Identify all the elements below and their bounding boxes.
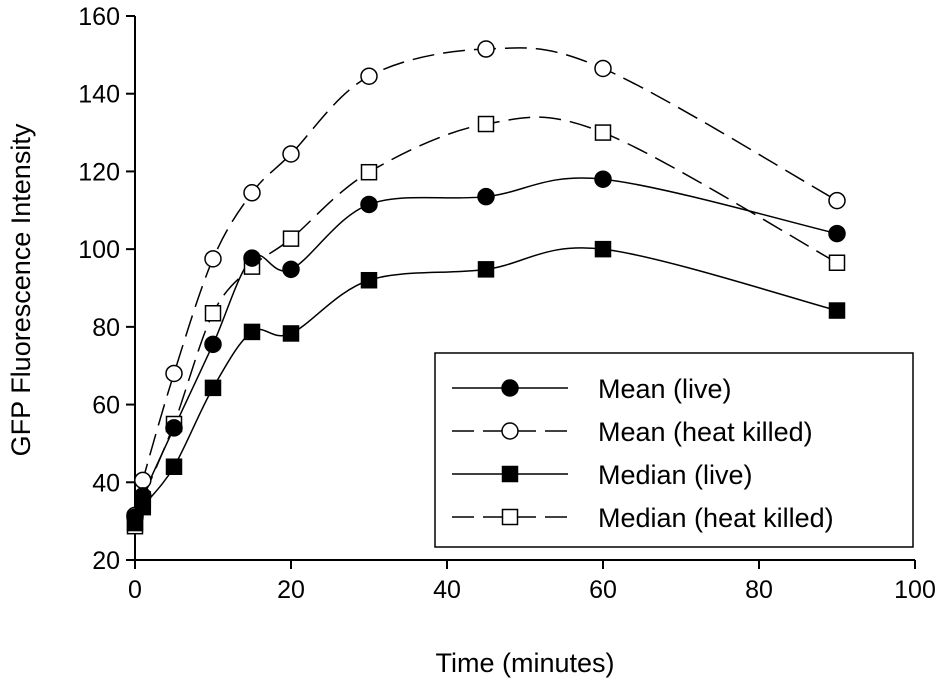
- data-point-circle: [594, 59, 612, 78]
- y-tick-label: 140: [78, 81, 120, 109]
- x-tick-label: 60: [589, 576, 617, 604]
- legend-label: Mean (heat killed): [598, 417, 813, 447]
- y-axis-label: GFP Fluorescence Intensity: [6, 123, 36, 456]
- legend-label: Mean (live): [598, 374, 732, 404]
- data-point-circle: [501, 379, 519, 397]
- x-tick-label: 20: [277, 576, 305, 604]
- data-point-square: [477, 261, 495, 278]
- data-point-square: [360, 271, 378, 289]
- data-point-circle: [360, 67, 378, 85]
- data-point-circle: [243, 249, 261, 267]
- data-point-square: [594, 240, 612, 258]
- x-tick-label: 100: [894, 576, 936, 604]
- data-point-square: [126, 514, 144, 532]
- x-tick-label: 0: [128, 576, 142, 604]
- y-tick-label: 80: [92, 314, 120, 342]
- data-point-square: [501, 508, 519, 526]
- y-tick-label: 20: [92, 547, 120, 575]
- data-point-square: [165, 458, 183, 475]
- data-point-circle: [165, 364, 183, 383]
- data-point-circle: [477, 187, 495, 206]
- data-point-square: [282, 325, 300, 342]
- y-tick-label: 40: [92, 469, 120, 497]
- data-point-square: [501, 465, 519, 483]
- legend-label: Median (live): [598, 460, 753, 490]
- y-tick-label: 120: [78, 158, 120, 186]
- data-point-square: [828, 254, 846, 271]
- data-point-square: [134, 498, 152, 516]
- x-tick-label: 40: [433, 576, 461, 604]
- data-point-square: [594, 124, 612, 141]
- data-point-square: [828, 302, 846, 319]
- axes: 0 20 40 60 80 100 20 40 60 80 100 120 140 160: [78, 3, 936, 604]
- data-point-square: [243, 323, 261, 341]
- data-point-circle: [165, 419, 183, 437]
- data-point-circle: [243, 184, 261, 202]
- y-tick-label: 100: [78, 236, 120, 264]
- x-axis-label: Time (minutes): [435, 648, 614, 678]
- y-tick-label: 60: [92, 392, 120, 420]
- data-point-square: [360, 163, 378, 181]
- data-point-circle: [828, 224, 846, 243]
- data-point-square: [204, 379, 222, 397]
- data-point-circle: [501, 422, 519, 440]
- data-point-circle: [360, 195, 378, 214]
- data-point-circle: [594, 170, 612, 188]
- data-point-circle: [134, 471, 152, 490]
- data-point-circle: [282, 260, 300, 279]
- data-point-circle: [204, 335, 222, 354]
- x-tick-label: 80: [745, 576, 773, 604]
- data-point-circle: [282, 145, 300, 163]
- y-tick-label: 160: [78, 3, 120, 31]
- data-point-circle: [828, 191, 846, 210]
- data-point-square: [477, 115, 495, 133]
- data-point-square: [282, 230, 300, 247]
- data-point-circle: [477, 40, 495, 58]
- legend: Mean (live) Mean (heat killed) Median (liv…: [434, 352, 914, 548]
- data-point-square: [204, 305, 222, 322]
- data-point-circle: [204, 250, 222, 268]
- series-group: [126, 40, 846, 535]
- legend-label: Median (heat killed): [598, 503, 834, 533]
